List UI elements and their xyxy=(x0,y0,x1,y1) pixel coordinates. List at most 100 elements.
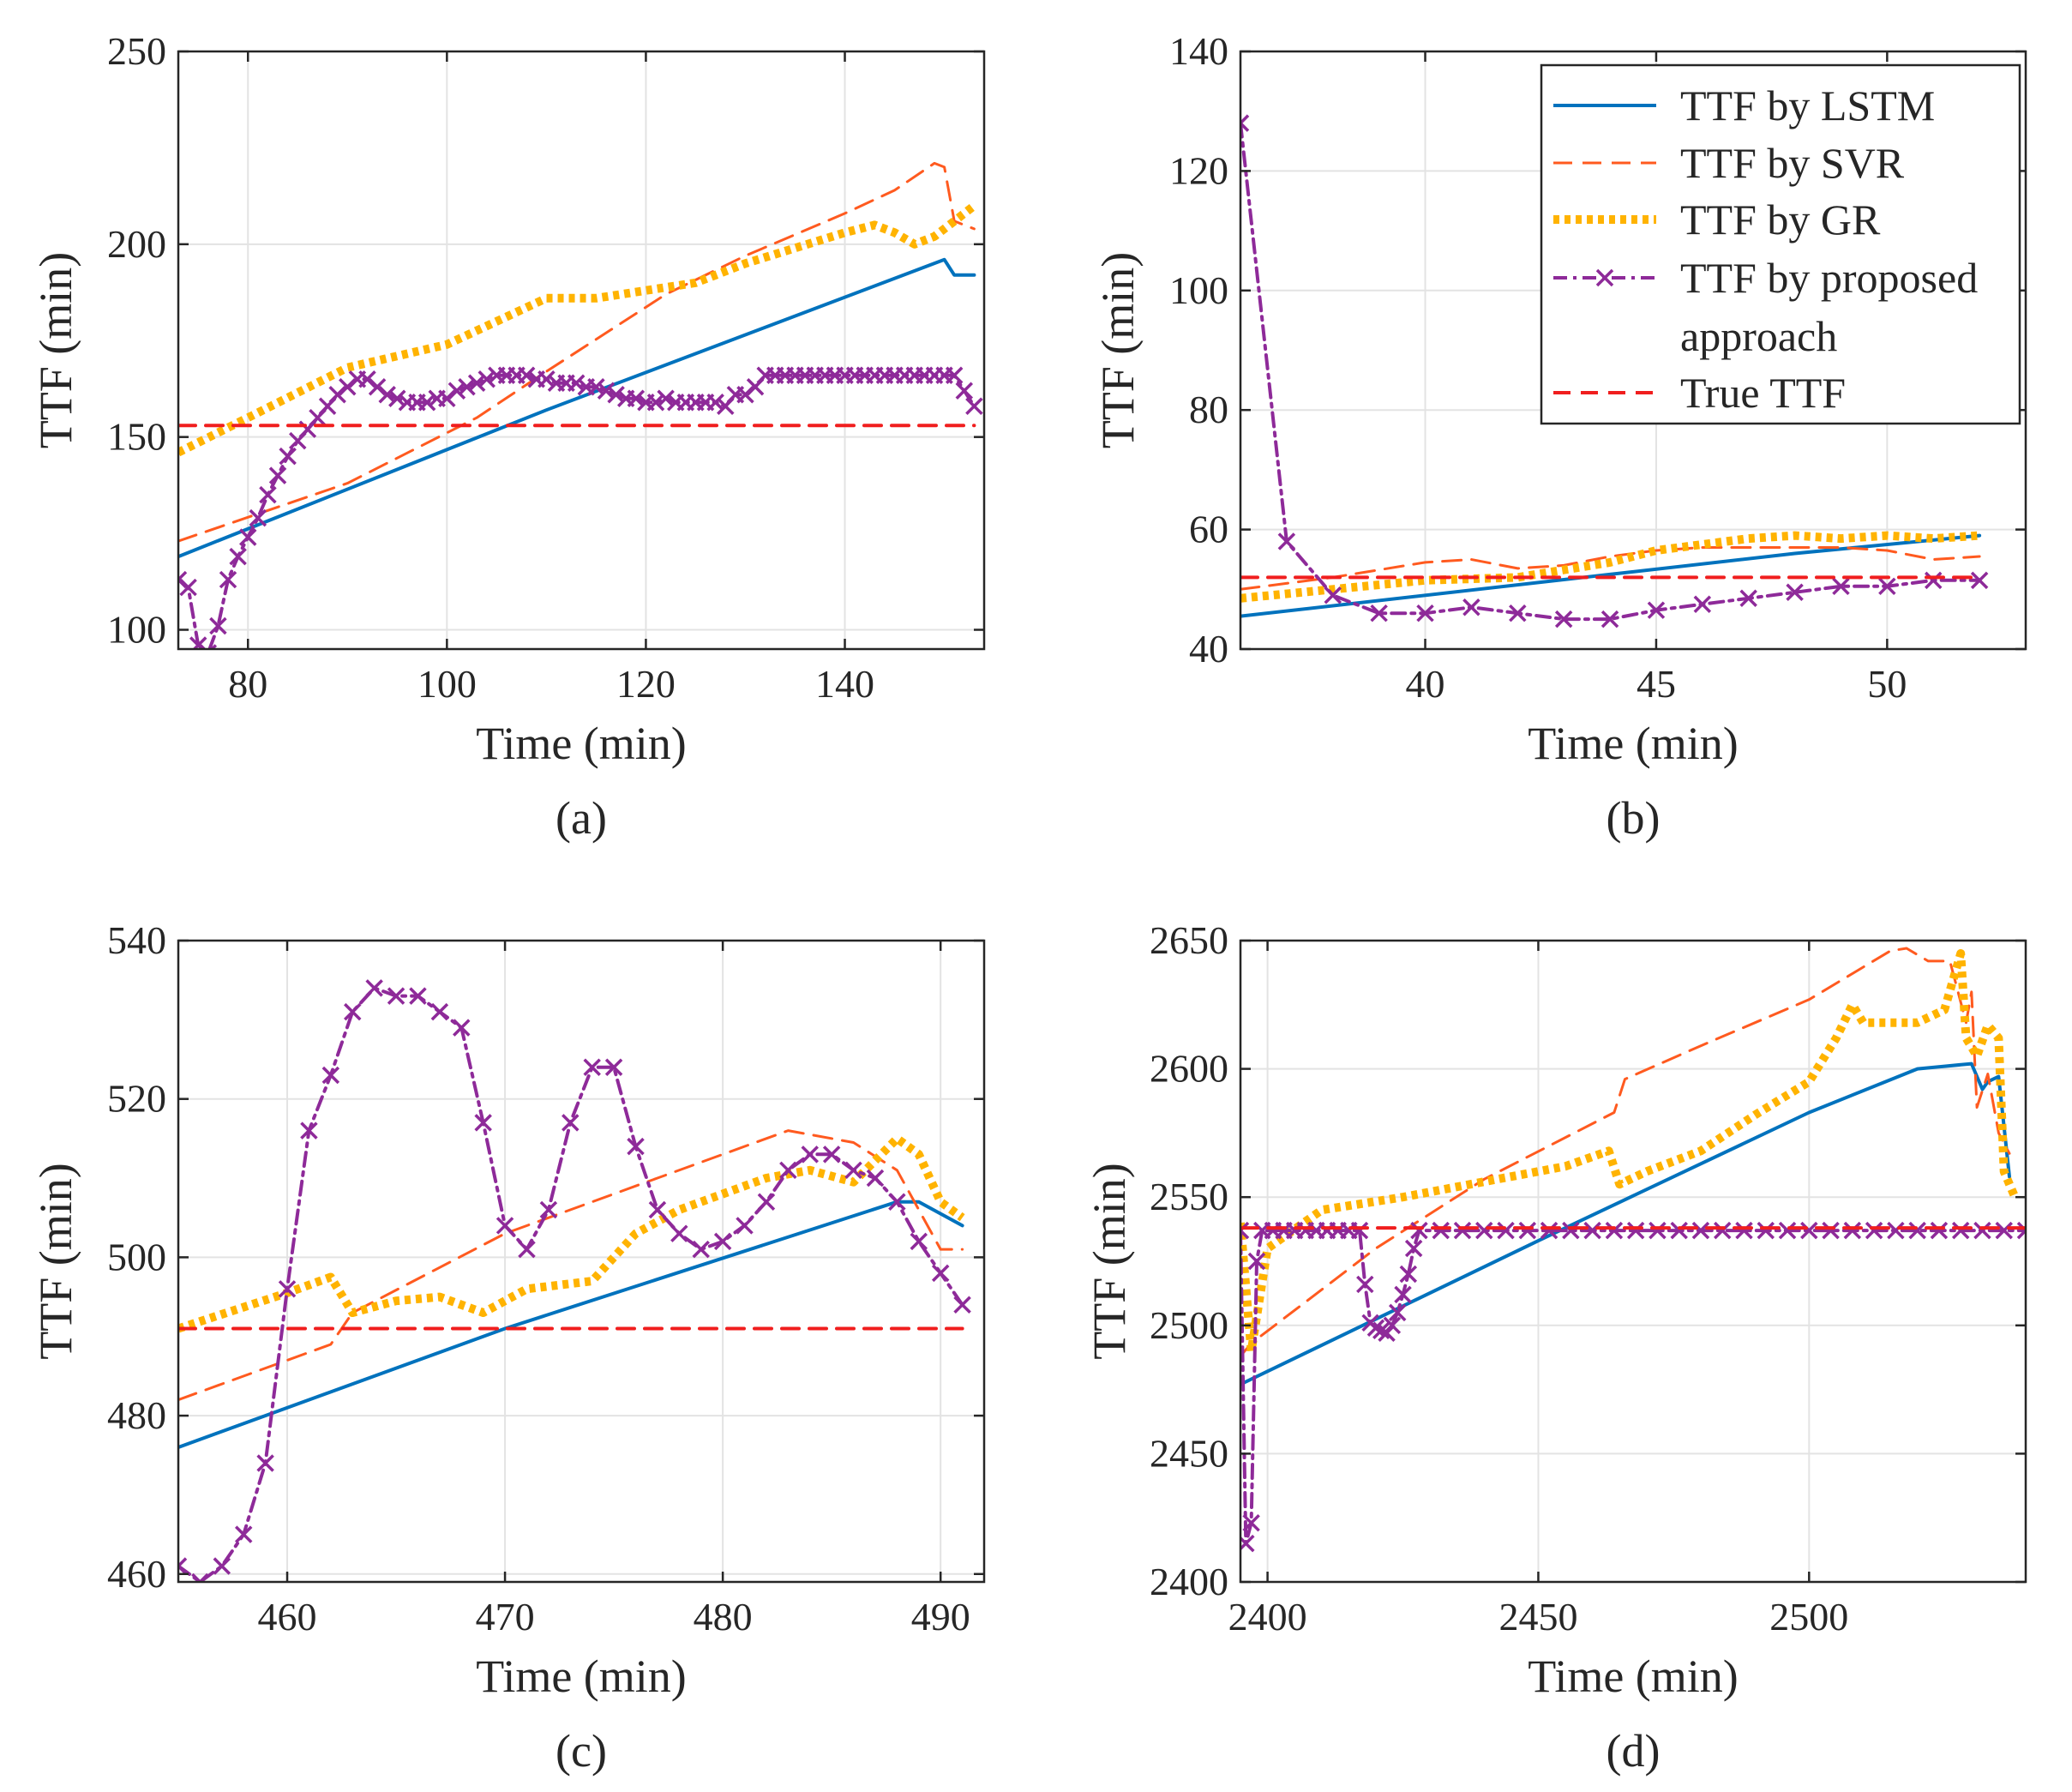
data-point-marker xyxy=(1453,1221,1472,1240)
data-point-marker xyxy=(1356,1275,1374,1294)
data-point-marker xyxy=(844,1161,862,1180)
data-point-marker xyxy=(1518,1221,1537,1240)
x-tick-label: 2450 xyxy=(1498,1595,1577,1639)
axes-box xyxy=(177,939,986,1584)
data-point-marker xyxy=(866,1169,885,1188)
data-point-marker xyxy=(1475,1221,1493,1240)
legend-label-prop: TTF by proposed xyxy=(1680,254,1978,302)
data-point-marker xyxy=(249,508,267,527)
panel-caption: (a) xyxy=(556,792,607,844)
data-point-marker xyxy=(1416,604,1434,622)
data-point-marker xyxy=(178,1557,188,1575)
x-tick-label: 480 xyxy=(694,1595,753,1639)
x-tick-label: 80 xyxy=(228,662,267,706)
data-point-marker xyxy=(518,1240,536,1259)
data-point-marker xyxy=(779,1161,797,1180)
data-point-marker xyxy=(1383,1316,1402,1335)
data-point-marker xyxy=(1925,571,1943,590)
y-tick-label: 2600 xyxy=(1150,1047,1228,1091)
data-point-marker xyxy=(1324,586,1342,604)
data-point-marker xyxy=(1930,1221,1949,1240)
panel-caption: (d) xyxy=(1607,1725,1661,1777)
data-point-marker xyxy=(219,570,237,589)
x-tick-label: 2400 xyxy=(1228,1595,1307,1639)
data-point-marker xyxy=(1509,604,1527,622)
series-line-prop xyxy=(1240,121,1982,622)
data-point-marker xyxy=(1832,577,1850,596)
data-point-marker xyxy=(1757,1221,1775,1240)
y-tick-label: 80 xyxy=(1189,388,1228,431)
data-point-marker xyxy=(1583,1221,1601,1240)
data-point-marker xyxy=(713,1232,732,1251)
axes-box xyxy=(1239,50,2027,651)
x-axis-title: Time (min) xyxy=(476,1651,687,1702)
x-tick-label: 470 xyxy=(476,1595,535,1639)
data-point-marker xyxy=(736,1217,754,1235)
x-axis-title: Time (min) xyxy=(1528,718,1739,769)
data-point-marker xyxy=(1372,1321,1390,1340)
data-point-marker xyxy=(458,377,476,396)
data-point-marker xyxy=(955,382,974,400)
legend-label-lstm: TTF by LSTM xyxy=(1680,81,1935,129)
data-point-marker xyxy=(1887,1221,1905,1240)
data-point-marker xyxy=(801,1146,819,1164)
data-point-marker xyxy=(438,389,456,407)
data-point-marker xyxy=(368,377,387,396)
y-axis-title: TTF (min) xyxy=(30,252,81,448)
legend: TTF by LSTM TTF by SVR TTF by GR TTF by pro… xyxy=(1540,63,2021,425)
data-point-marker xyxy=(328,385,346,404)
data-point-marker xyxy=(670,1224,688,1242)
series-line-svr xyxy=(178,161,976,543)
data-point-marker xyxy=(1240,1221,1250,1240)
data-point-marker xyxy=(1497,1221,1515,1240)
data-point-marker xyxy=(179,578,197,597)
data-point-marker xyxy=(706,393,724,412)
series-line-gr xyxy=(1240,949,2020,1356)
x-tick-label: 50 xyxy=(1867,662,1907,706)
y-tick-label: 100 xyxy=(1169,268,1228,312)
legend-marker xyxy=(1595,268,1614,287)
data-point-marker xyxy=(1601,610,1619,628)
y-tick-label: 540 xyxy=(107,918,166,962)
data-point-marker xyxy=(430,1002,449,1021)
data-point-marker xyxy=(234,1525,253,1543)
data-point-marker xyxy=(229,547,247,566)
data-point-marker xyxy=(1713,1221,1732,1240)
series-line-gr xyxy=(178,1134,965,1333)
data-point-marker xyxy=(607,385,625,404)
y-tick-label: 520 xyxy=(107,1077,166,1121)
data-point-marker xyxy=(279,447,297,466)
data-point-marker xyxy=(1822,1221,1840,1240)
data-point-marker xyxy=(1778,1221,1797,1240)
data-point-marker xyxy=(604,1058,623,1076)
legend-label-svr: TTF by SVR xyxy=(1680,139,1905,187)
y-tick-label: 460 xyxy=(107,1552,166,1596)
chart-panel-a: 80 100 120 140 100 150 200 250 Time (min) TTF (mi… xyxy=(30,29,986,844)
data-point-marker xyxy=(627,389,646,407)
chart-panel-d: 2400 2450 2500 2400 2450 2500 2550 2600 2650 Time… xyxy=(1084,918,2027,1777)
x-tick-label: 45 xyxy=(1637,662,1676,706)
y-axis-title: TTF (min) xyxy=(30,1163,81,1359)
data-point-marker xyxy=(477,370,495,388)
data-point-marker xyxy=(1670,1221,1688,1240)
data-point-marker xyxy=(256,1454,274,1472)
x-tick-label: 2500 xyxy=(1769,1595,1848,1639)
data-point-marker xyxy=(1605,1221,1624,1240)
series-line-prop xyxy=(1240,1229,2026,1546)
y-tick-label: 40 xyxy=(1189,627,1228,670)
y-tick-label: 2550 xyxy=(1150,1175,1228,1218)
data-point-marker xyxy=(1562,1221,1580,1240)
data-point-marker xyxy=(888,1193,906,1211)
data-point-marker xyxy=(278,1280,297,1298)
data-point-marker xyxy=(1970,571,1989,590)
data-point-marker xyxy=(539,1200,558,1219)
legend-label-prop: approach xyxy=(1680,312,1837,360)
x-axis-title: Time (min) xyxy=(1528,1651,1739,1702)
data-point-marker xyxy=(1647,601,1666,619)
data-point-marker xyxy=(189,636,207,649)
data-point-marker xyxy=(2016,1221,2026,1240)
panel-caption: (c) xyxy=(556,1725,607,1777)
data-point-marker xyxy=(321,1066,340,1085)
series-group xyxy=(1240,114,1989,628)
